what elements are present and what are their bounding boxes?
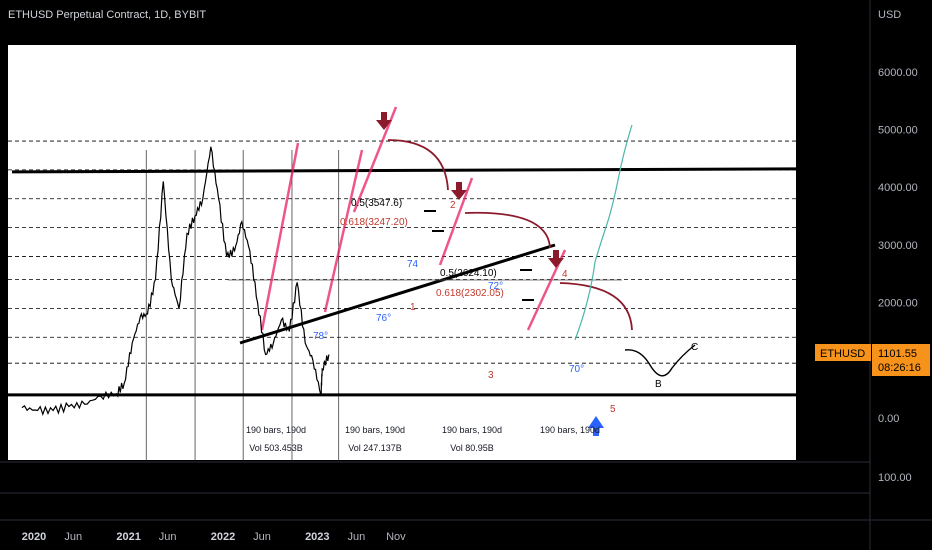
impulse-line — [323, 149, 364, 313]
x-tick-label: Jun — [64, 531, 82, 543]
x-tick-label: 2020 — [22, 531, 46, 543]
period-dividers — [145, 150, 340, 460]
y-tick-label: 2000.00 — [878, 298, 918, 310]
y-tick-label: 0.00 — [878, 413, 899, 425]
period-stat-bars: 190 bars, 190d — [345, 425, 405, 435]
y-tick-label: 4000.00 — [878, 182, 918, 194]
indicator-axis-label: 100.00 — [878, 472, 912, 484]
price-value: 1101.55 — [878, 348, 917, 360]
chart-annotation: 4 — [562, 269, 568, 280]
chart-annotation: 1 — [410, 302, 416, 313]
horizontal-levels — [0, 140, 797, 397]
period-stat-bars: 190 bars, 190d — [540, 425, 600, 435]
x-tick-label: 2021 — [116, 531, 140, 543]
y-tick-label: 5000.00 — [878, 125, 918, 137]
down-arrow-icon — [451, 182, 467, 200]
chart-annotation: 0.618(3247.20) — [340, 217, 408, 228]
impulse-line — [352, 106, 398, 213]
period-stat-volume: Vol 247.137B — [348, 443, 402, 453]
down-arrow-icon — [376, 112, 392, 130]
x-tick-label: 2023 — [305, 531, 329, 543]
annotation-layer: 0.5(3547.6) 0.618(3247.20) 0.5(2624.10) 0.6… — [246, 112, 698, 453]
chart-annotation: 0.5(2624.10) — [440, 268, 497, 279]
x-tick-label: 2022 — [211, 531, 235, 543]
arc-3 — [559, 282, 633, 331]
chart-annotation: C — [691, 342, 698, 353]
period-stat-volume: Vol 80.95B — [450, 443, 494, 453]
chart-annotation: 78° — [313, 331, 328, 342]
period-stat-bars: 190 bars, 190d — [246, 425, 306, 435]
period-stat-volume: Vol 503.453B — [249, 443, 303, 453]
y-tick-label: 6000.00 — [878, 67, 918, 79]
rising-trendline — [239, 243, 556, 345]
chart-annotation: 3 — [488, 370, 494, 381]
price-series-line — [21, 146, 330, 416]
time-axis: 2020 Jun 2021 Jun 2022 Jun 2023 Jun Nov — [22, 531, 406, 543]
price-badge — [872, 344, 930, 376]
projected-wave — [624, 344, 696, 377]
arc-2 — [464, 211, 551, 249]
x-tick-label: Nov — [386, 531, 406, 543]
x-tick-label: Jun — [159, 531, 177, 543]
symbol-badge — [815, 344, 871, 361]
chart-annotation: 0.5(3547.6) — [351, 198, 402, 209]
chart-title: ETHUSD Perpetual Contract, 1D, BYBIT — [8, 9, 206, 21]
chart-annotation: 0.618(2302.05) — [436, 288, 504, 299]
chart-annotation: 2 — [450, 200, 456, 211]
chart-annotation: 74 — [407, 259, 419, 270]
up-arrow-icon — [588, 416, 604, 436]
impulse-line — [438, 177, 474, 266]
down-arrow-icon — [548, 250, 564, 268]
chart-annotation: 5 — [610, 404, 616, 415]
y-tick-label: 3000.00 — [878, 240, 918, 252]
resistance-line — [11, 167, 797, 174]
drawing-layer — [228, 106, 696, 377]
x-tick-label: Jun — [347, 531, 365, 543]
x-tick-label: Jun — [253, 531, 271, 543]
arc-1 — [387, 139, 449, 191]
countdown-value: 08:26:16 — [878, 362, 921, 374]
chart-annotation: 72° — [488, 281, 503, 292]
chart-annotation: 70° — [569, 364, 584, 375]
chart-annotation: B — [655, 379, 662, 390]
chart-annotation: 76° — [376, 313, 391, 324]
annotation-panel — [8, 45, 796, 460]
symbol-badge-label: ETHUSD — [820, 348, 865, 360]
currency-label: USD — [878, 9, 901, 21]
impulse-line — [260, 142, 300, 331]
projection-path — [574, 124, 633, 341]
period-stat-bars: 190 bars, 190d — [442, 425, 502, 435]
